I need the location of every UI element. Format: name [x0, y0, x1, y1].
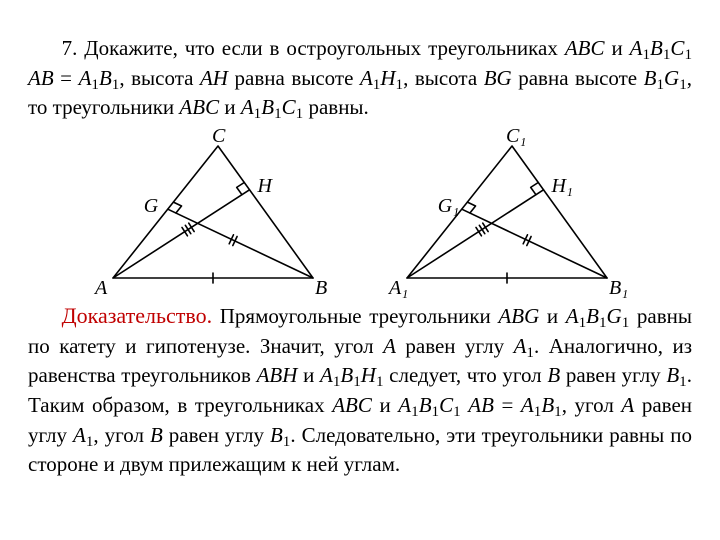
figures-row: A B C G H A₁ B₁ C₁ G₁ H₁ [28, 128, 692, 298]
svg-text:H: H [257, 175, 274, 197]
svg-text:A: A [93, 277, 108, 298]
page: 7. Докажите, что если в остроугольных тр… [0, 0, 720, 509]
svg-text:C: C [212, 128, 226, 147]
triangle-diagram-right: A₁ B₁ C₁ G₁ H₁ [377, 128, 637, 298]
proof: Доказательство. Прямоугольные треугольни… [28, 302, 692, 478]
problem-statement: 7. Докажите, что если в остроугольных тр… [28, 35, 692, 124]
svg-text:G₁: G₁ [438, 195, 459, 217]
svg-text:B: B [315, 277, 327, 298]
svg-text:B₁: B₁ [609, 277, 628, 298]
proof-body: Прямоугольные треугольники ABG и A1B1G1 … [28, 304, 692, 476]
svg-text:C₁: C₁ [506, 128, 526, 147]
triangle-diagram-left: A B C G H [83, 128, 343, 298]
svg-text:G: G [144, 195, 159, 217]
proof-label: Доказательство. [62, 303, 213, 328]
svg-text:H₁: H₁ [551, 175, 573, 197]
svg-text:A₁: A₁ [387, 277, 408, 298]
